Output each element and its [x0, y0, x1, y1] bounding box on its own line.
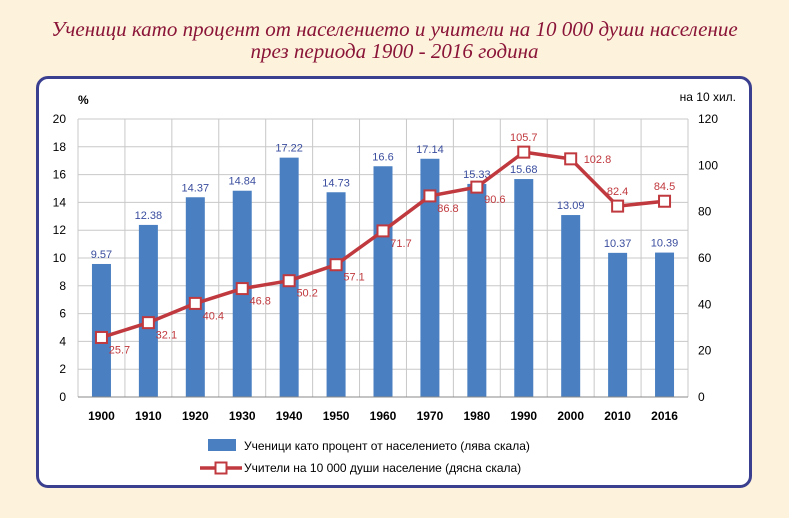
line-marker	[329, 258, 343, 272]
x-tick-label: 1970	[417, 409, 444, 423]
bar-value-label: 17.22	[275, 143, 303, 155]
line-value-label: 84.5	[654, 181, 675, 193]
x-tick-label: 1980	[463, 409, 490, 423]
chart-title-line-2: през периода 1900 - 2016 година	[250, 39, 539, 63]
line-value-label: 105.7	[510, 132, 538, 144]
x-tick-label: 2010	[604, 409, 631, 423]
left-y-tick-label: 0	[59, 390, 66, 404]
line-value-label: 102.8	[584, 154, 612, 166]
line-value-label: 50.2	[296, 288, 317, 300]
left-y-tick-label: 2	[59, 362, 66, 376]
bar-value-label: 15.68	[510, 164, 538, 176]
right-y-tick-label: 0	[698, 390, 705, 404]
line-value-label: 71.7	[390, 238, 411, 250]
line-marker	[376, 224, 390, 238]
line-value-label: 32.1	[156, 330, 177, 342]
line-value-label: 82.4	[607, 186, 628, 198]
line-marker	[141, 316, 155, 330]
line-value-label: 90.6	[484, 194, 505, 206]
left-y-tick-label: 16	[53, 168, 67, 182]
bar-value-label: 12.38	[135, 210, 163, 222]
right-y-tick-label: 80	[698, 205, 712, 219]
right-axis-unit: на 10 хил.	[680, 90, 736, 104]
line-marker	[564, 152, 578, 166]
line-marker	[611, 199, 625, 213]
line-marker	[235, 282, 249, 296]
x-tick-label: 1900	[88, 409, 115, 423]
bar-value-labels: 9.57 12.38 14.37 14.84 17.22 14.73 16.6 17.14 15…	[91, 143, 679, 261]
x-tick-label: 1960	[370, 409, 397, 423]
line-marker	[282, 274, 296, 288]
bar-value-label: 14.37	[182, 182, 210, 194]
right-y-tick-label: 40	[698, 297, 712, 311]
left-y-tick-label: 20	[53, 112, 67, 126]
legend-label-line: Учители на 10 000 души население (дясна …	[244, 461, 521, 475]
bar	[326, 192, 346, 397]
chart-title: Ученици като процент от населението и уч…	[0, 18, 789, 62]
bar	[467, 183, 487, 397]
left-axis-unit: %	[78, 93, 89, 107]
bar-value-label: 10.37	[604, 238, 632, 250]
left-y-tick-label: 12	[53, 223, 67, 237]
line-marker	[658, 194, 672, 208]
bar	[373, 166, 393, 397]
x-tick-label: 1940	[276, 409, 303, 423]
line-marker	[423, 189, 437, 203]
line-value-label: 25.7	[109, 344, 130, 356]
bar-value-label: 9.57	[91, 249, 112, 261]
bar-value-label: 10.39	[651, 238, 679, 250]
line-value-label: 40.4	[203, 310, 224, 322]
legend-label-bar: Ученици като процент от населението (ляв…	[244, 439, 530, 453]
line-value-label: 46.8	[250, 296, 271, 308]
line-value-label: 57.1	[343, 272, 364, 284]
bar-value-label: 17.14	[416, 144, 444, 156]
bar	[655, 252, 675, 397]
line-marker	[94, 330, 108, 344]
axes: 0 2 4 6 8 10 12 14 16 18 20 0 20 40 60 80 100 120 1900 1910…	[53, 112, 719, 423]
x-tick-label: 1930	[229, 409, 256, 423]
left-y-tick-label: 14	[53, 195, 67, 209]
line-marker	[188, 296, 202, 310]
bar-value-label: 14.73	[322, 177, 350, 189]
x-tick-label: 1920	[182, 409, 209, 423]
x-tick-label: 1910	[135, 409, 162, 423]
x-tick-label: 2016	[651, 409, 678, 423]
legend-swatch-marker	[214, 461, 228, 475]
bar	[514, 179, 534, 397]
bar-value-label: 16.6	[372, 151, 393, 163]
right-y-tick-label: 120	[698, 112, 718, 126]
bar-series	[91, 157, 675, 397]
bar-value-label: 14.84	[228, 176, 256, 188]
line-value-labels: 25.7 32.1 40.4 46.8 50.2 57.1 71.7 86.8 90.6 105.…	[109, 132, 675, 356]
bar	[420, 158, 440, 397]
legend-swatch-bar	[208, 439, 236, 451]
right-y-tick-label: 60	[698, 251, 712, 265]
bar	[608, 252, 628, 397]
left-y-tick-label: 18	[53, 140, 67, 154]
right-y-tick-label: 100	[698, 158, 718, 172]
line-marker	[470, 180, 484, 194]
left-y-tick-label: 8	[59, 279, 66, 293]
chart-title-line-1: Ученици като процент от населението и уч…	[51, 17, 738, 41]
line-series	[94, 145, 672, 344]
bar	[91, 263, 111, 397]
x-tick-label: 1950	[323, 409, 350, 423]
line-marker	[517, 145, 531, 159]
left-y-tick-label: 4	[59, 334, 66, 348]
x-tick-label: 2000	[557, 409, 584, 423]
x-tick-label: 1990	[510, 409, 537, 423]
bar	[561, 215, 581, 397]
left-y-tick-label: 6	[59, 307, 66, 321]
legend: Ученици като процент от населението (ляв…	[200, 439, 530, 475]
left-y-tick-label: 10	[53, 251, 67, 265]
line-value-label: 86.8	[437, 203, 458, 215]
bar	[138, 224, 158, 397]
right-y-tick-label: 20	[698, 344, 712, 358]
bar-value-label: 15.33	[463, 169, 491, 181]
bar-value-label: 13.09	[557, 200, 585, 212]
